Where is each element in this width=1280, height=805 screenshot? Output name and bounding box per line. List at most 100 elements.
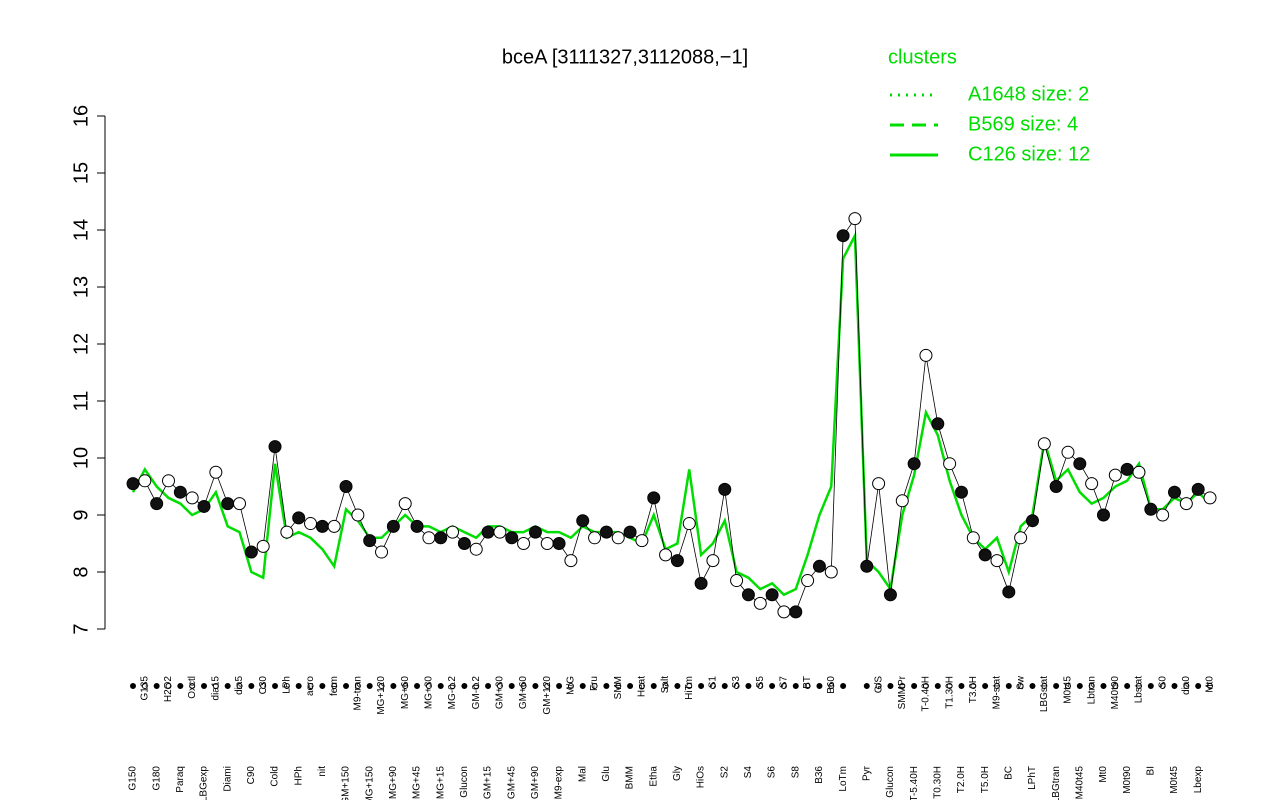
x-dot <box>532 683 539 689</box>
x-tick-label: Fru <box>589 676 600 691</box>
x-tick-label: S5 <box>755 676 766 689</box>
x-tick-label: MG+150 <box>364 766 375 800</box>
point <box>1203 491 1217 505</box>
x-tick-label: GM-0.2 <box>471 676 482 710</box>
x-dot <box>283 683 290 689</box>
cluster-line <box>131 230 1211 597</box>
x-tick-label: HPh <box>293 766 304 785</box>
point <box>1191 482 1205 496</box>
x-tick-label: Mal <box>577 766 588 782</box>
x-tick-label: LPh <box>281 676 292 694</box>
point <box>1120 462 1134 476</box>
x-dot <box>638 683 645 689</box>
point <box>410 519 424 533</box>
x-dot <box>295 683 302 689</box>
point <box>398 497 412 511</box>
x-tick-label: Mt0 <box>1205 676 1216 693</box>
x-tick-label: GM+15 <box>483 766 494 800</box>
x-tick-label: G135 <box>139 676 150 701</box>
x-dot <box>993 683 1000 689</box>
x-dot <box>1135 683 1142 689</box>
point <box>801 574 815 588</box>
x-tick-label: C30 <box>258 676 269 695</box>
x-tick-label: H2O2 <box>163 676 174 703</box>
x-tick-label: Lbstat <box>1134 676 1145 703</box>
point <box>588 531 602 545</box>
x-tick-label: HiTm <box>684 676 695 700</box>
x-tick-label: T3.0H <box>968 676 979 703</box>
x-dot <box>650 683 657 689</box>
point <box>517 537 531 550</box>
point <box>659 548 673 562</box>
x-dot <box>1159 683 1166 689</box>
point <box>1132 465 1146 479</box>
point <box>1002 585 1016 599</box>
x-tick-label: GM+30 <box>495 676 506 710</box>
x-dot <box>1088 683 1095 689</box>
point <box>150 497 164 511</box>
y-tick-label: 14 <box>70 219 92 241</box>
x-tick-label: GM+45 <box>506 766 517 800</box>
x-dot <box>437 683 444 689</box>
x-dot <box>402 683 409 689</box>
point <box>741 588 755 602</box>
x-dot <box>828 683 835 689</box>
point <box>304 517 318 531</box>
point <box>777 605 791 619</box>
point <box>422 531 436 545</box>
x-tick-label: MG+60 <box>400 676 411 710</box>
point <box>623 525 637 539</box>
point <box>824 565 838 579</box>
x-tick-label: Lbexp <box>1193 766 1204 794</box>
x-tick-label: SMMPr <box>897 675 908 709</box>
point <box>481 525 495 539</box>
x-tick-label: S2 <box>719 766 730 779</box>
x-dot <box>1064 683 1071 689</box>
x-dot <box>1041 683 1048 689</box>
x-dot <box>425 683 432 689</box>
x-tick-label: C90 <box>246 766 257 785</box>
x-dot <box>1017 683 1024 689</box>
point <box>883 588 897 602</box>
x-tick-label: dia15 <box>210 676 221 701</box>
x-dot <box>212 683 219 689</box>
x-tick-label: LPhT <box>1027 766 1038 790</box>
x-tick-label: MG+90 <box>388 766 399 800</box>
y-tick-label: 13 <box>70 276 92 298</box>
x-tick-label: LoTm <box>838 766 849 792</box>
point <box>505 531 519 545</box>
x-dot <box>366 683 373 689</box>
y-tick-label: 8 <box>70 566 92 577</box>
x-dot <box>343 683 350 689</box>
y-tick-label: 9 <box>70 509 92 520</box>
point <box>919 348 933 362</box>
point <box>895 494 909 508</box>
x-dot <box>911 683 918 689</box>
point <box>528 525 542 539</box>
x-dot <box>544 683 551 689</box>
x-dot <box>769 683 776 689</box>
x-dot <box>189 683 196 689</box>
point <box>552 537 566 550</box>
point <box>1144 502 1158 516</box>
x-dot <box>579 683 586 689</box>
point <box>292 511 306 525</box>
point <box>730 574 744 588</box>
x-tick-label: MG+15 <box>435 766 446 800</box>
x-dot <box>615 683 622 689</box>
x-tick-label: BMM <box>625 766 636 789</box>
x-dot <box>390 683 397 689</box>
point <box>647 491 661 505</box>
x-dot <box>319 683 326 689</box>
point <box>173 485 187 499</box>
x-tick-label: T0.30H <box>932 766 943 799</box>
point <box>1167 485 1181 499</box>
y-tick-label: 16 <box>70 105 92 127</box>
point <box>812 559 826 573</box>
x-dot <box>1029 683 1036 689</box>
x-dot <box>1100 683 1107 689</box>
x-tick-label: MG+45 <box>412 766 423 800</box>
x-tick-label: S6 <box>767 766 778 779</box>
legend-title: clusters <box>888 46 957 68</box>
